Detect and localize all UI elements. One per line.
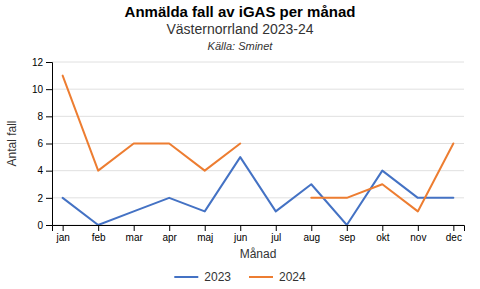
x-tick-mark [98, 225, 99, 231]
legend-swatch [174, 276, 198, 278]
y-tick-label: 6 [37, 138, 43, 149]
y-axis: 0 2 4 6 8 10 12 [32, 57, 53, 231]
x-tick-label: dec [446, 232, 462, 243]
x-tick-mark [134, 225, 135, 231]
y-tick: 10 [32, 84, 52, 95]
grid-line [52, 197, 464, 198]
x-tick-label: maj [197, 232, 213, 243]
x-tick-mark [382, 225, 383, 231]
legend-item: 2024 [249, 270, 306, 284]
title: Anmälda fall av iGAS per månad [125, 3, 356, 20]
y-tick: 0 [37, 220, 52, 231]
annotation: Källa: Sminet [208, 40, 274, 52]
series-line [63, 157, 454, 225]
y-tick-mark [46, 89, 52, 90]
x-tick: nov [410, 225, 426, 243]
y-axis-line [46, 63, 53, 226]
grid-line [52, 116, 464, 117]
y-tick-mark [46, 171, 52, 172]
grid-line [52, 89, 464, 90]
subtitle: Västernorrland 2023-24 [166, 21, 313, 37]
x-tick: okt [376, 225, 390, 243]
y-tick-label: 4 [37, 165, 43, 176]
chart: Anmälda fall av iGAS per månadVästernorr… [0, 0, 480, 289]
x-tick-label: aug [303, 232, 320, 243]
x-tick: aug [303, 225, 320, 243]
y-tick-label: 2 [37, 193, 43, 204]
x-tick-mark [205, 225, 206, 231]
y-tick-mark [46, 225, 52, 226]
x-tick: mar [126, 225, 144, 243]
x-tick: jun [233, 225, 247, 243]
x-axis-title: Månad [240, 247, 277, 261]
x-tick-mark [453, 225, 454, 231]
y-tick-mark [46, 116, 52, 117]
y-tick: 12 [32, 57, 52, 68]
x-tick-label: sep [339, 232, 356, 243]
grid-line [52, 170, 464, 171]
x-tick-label: apr [162, 232, 177, 243]
series-line [63, 76, 241, 171]
y-tick-mark [46, 198, 52, 199]
x-tick-label: mar [126, 232, 144, 243]
x-tick-label: okt [376, 232, 390, 243]
x-tick: jan [55, 225, 69, 243]
x-tick-mark [240, 225, 241, 231]
grid-line [52, 62, 464, 63]
x-tick-mark [169, 225, 170, 231]
series-line [311, 144, 453, 212]
x-tick: feb [92, 225, 106, 243]
y-tick-mark [46, 144, 52, 145]
y-tick: 8 [37, 111, 52, 122]
x-tick: maj [197, 225, 213, 243]
y-tick-mark [46, 62, 52, 63]
x-tick-mark [276, 225, 277, 231]
x-tick: jul [270, 225, 281, 243]
legend-swatch [249, 276, 273, 278]
x-tick-label: jun [233, 232, 247, 243]
grid [52, 62, 464, 225]
x-tick: dec [446, 225, 462, 243]
grid-line [52, 143, 464, 144]
x-tick-mark [63, 225, 64, 231]
marks [63, 76, 454, 225]
legend-label: 2023 [204, 270, 231, 284]
y-tick: 4 [37, 165, 52, 176]
x-tick-mark [311, 225, 312, 231]
legend-item: 2023 [174, 270, 231, 284]
y-tick-label: 0 [37, 220, 43, 231]
x-axis: jan feb mar apr maj jun jul aug sep okt nov dec [53, 225, 465, 243]
x-tick-mark [347, 225, 348, 231]
y-tick-label: 8 [37, 111, 43, 122]
x-tick-label: nov [410, 232, 426, 243]
y-tick-label: 10 [32, 84, 44, 95]
legend-label: 2024 [279, 270, 306, 284]
x-tick-label: jan [55, 232, 69, 243]
x-tick-label: feb [92, 232, 106, 243]
y-tick-label: 12 [32, 57, 44, 68]
x-axis-line [53, 226, 465, 232]
y-axis-title: Antal fall [5, 120, 19, 166]
x-tick: apr [162, 225, 177, 243]
x-tick: sep [339, 225, 356, 243]
x-tick-mark [418, 225, 419, 231]
legend: 2023 2024 [174, 270, 306, 284]
y-tick: 2 [37, 193, 52, 204]
y-tick: 6 [37, 138, 52, 149]
x-tick-label: jul [270, 232, 281, 243]
